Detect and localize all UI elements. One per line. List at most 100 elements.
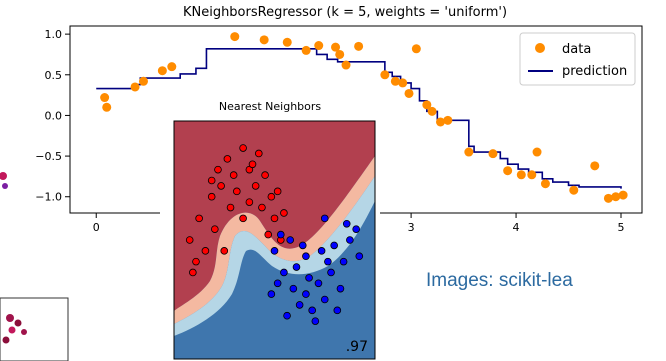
nn-point-class-b (330, 241, 338, 250)
nn-point-class-a (226, 203, 235, 212)
nn-point-class-b (308, 306, 316, 315)
nn-point-class-b (339, 257, 348, 266)
data-point (435, 117, 445, 127)
legend: data prediction (519, 32, 636, 86)
x-tick-label: 0 (93, 221, 100, 234)
nn-point-class-a (239, 214, 247, 223)
nn-point-class-b (292, 263, 301, 271)
nn-point-class-a (185, 236, 194, 244)
data-point (130, 82, 140, 92)
nn-point-class-a (273, 187, 282, 196)
data-point (341, 60, 351, 70)
nn-decision-regions (174, 121, 375, 359)
data-point (527, 170, 537, 180)
nn-point-class-a (254, 149, 263, 158)
nn-point-class-b (314, 279, 323, 288)
x-tick-label: 4 (513, 221, 520, 234)
nn-point-class-a (261, 171, 269, 179)
data-point (464, 147, 474, 157)
nn-point-class-b (305, 274, 313, 282)
data-point (100, 93, 110, 103)
nn-point-class-b (320, 214, 329, 223)
nn-point-class-b (280, 268, 288, 277)
data-point (611, 192, 621, 202)
y-axis-ticks: 1.0 0.5 0.0 −0.5 −1.0 (35, 28, 70, 204)
y-tick-label: 0.5 (45, 69, 63, 82)
data-point (282, 37, 292, 47)
data-point (422, 100, 432, 110)
nn-point-class-a (201, 247, 210, 255)
data-point (443, 115, 453, 125)
data-point (398, 78, 408, 88)
legend-data-marker (535, 43, 545, 53)
nn-point-class-b (324, 257, 332, 266)
data-point (354, 41, 364, 51)
nn-point-class-a (270, 214, 279, 223)
data-point (411, 44, 421, 54)
data-point (618, 190, 628, 200)
nn-point-class-b (286, 236, 295, 244)
nn-point-class-a (258, 203, 266, 212)
data-point (102, 102, 112, 112)
nn-point-class-b (302, 290, 310, 298)
data-point (230, 32, 240, 42)
nn-point-class-a (245, 198, 254, 206)
data-point (157, 66, 167, 76)
nn-point-class-b (273, 279, 282, 288)
nn-point-class-b (270, 247, 279, 255)
nn-point-class-a (207, 192, 216, 201)
prediction-layer (96, 47, 622, 189)
data-point (427, 106, 437, 116)
nn-point-class-a (192, 257, 200, 266)
nn-point-class-b (289, 284, 298, 293)
data-point (540, 179, 550, 189)
y-tick-label: 0.0 (45, 109, 63, 122)
left-fragment-dots (0, 172, 69, 361)
nn-point-class-b (298, 241, 307, 250)
nn-point-class-a (223, 155, 232, 163)
nn-point-class-a (233, 187, 241, 196)
chart-title: KNeighborsRegressor (k = 5, weights = 'u… (183, 5, 507, 20)
nn-point-class-a (220, 247, 229, 255)
prediction-line (96, 47, 622, 189)
nn-point-class-a (211, 225, 219, 233)
nn-point-class-a (195, 214, 203, 223)
nn-frame (173, 120, 376, 360)
nn-point-class-a (239, 144, 247, 152)
data-point (488, 149, 498, 159)
nn-point-class-b (355, 252, 364, 261)
nn-point-class-b (333, 306, 342, 315)
nn-point-class-b (267, 290, 276, 298)
data-point (380, 70, 390, 80)
data-point (331, 42, 341, 52)
x-tick-label: 5 (618, 221, 625, 234)
nn-point-class-b (352, 225, 360, 233)
margin-class-b (174, 176, 375, 336)
data-point (603, 193, 613, 203)
image-credit-caption: Images: scikit-lea (426, 270, 573, 291)
nn-points-layer (185, 144, 364, 325)
data-point (390, 76, 400, 86)
data-points-layer (100, 32, 628, 203)
data-point (167, 62, 177, 72)
nn-point-class-b (346, 236, 354, 244)
nn-point-class-a (264, 230, 273, 239)
legend-data-label: data (562, 42, 591, 57)
nn-point-class-b (317, 247, 326, 255)
data-point (569, 185, 579, 195)
nn-point-class-b (295, 301, 304, 309)
nn-point-class-a (214, 165, 222, 174)
nn-point-class-a (189, 268, 197, 277)
nn-point-class-b (336, 284, 345, 293)
data-point (259, 35, 269, 45)
data-point (516, 170, 526, 180)
nn-point-class-a (267, 192, 276, 201)
data-point (335, 49, 345, 59)
nn-point-class-b (327, 268, 335, 277)
data-point (314, 41, 324, 51)
nn-score: .97 (346, 339, 368, 355)
data-point (301, 45, 311, 55)
data-point (532, 147, 542, 157)
nn-point-class-b (311, 317, 320, 325)
nn-point-class-a (251, 182, 260, 190)
